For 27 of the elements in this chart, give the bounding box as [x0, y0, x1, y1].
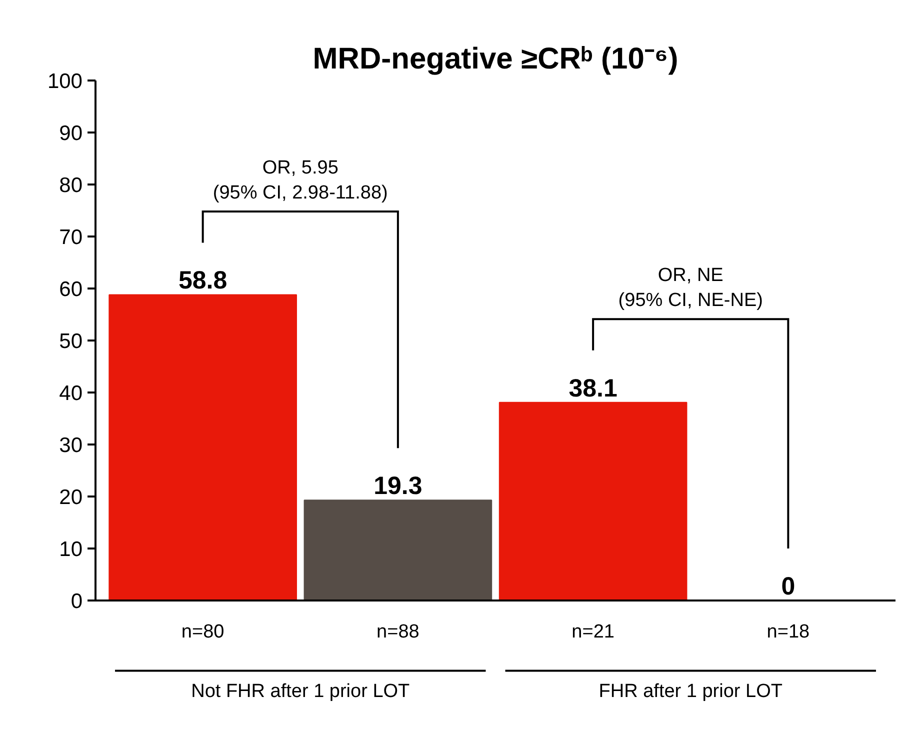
- annotation: OR, 5.95 (95% CI, 2.98-11.88): [212, 157, 388, 204]
- data-label: 0: [781, 572, 796, 600]
- x-tick-label: n=80: [181, 621, 224, 642]
- data-label: 19.3: [374, 472, 422, 500]
- text: Not FHR after 1 prior LOT: [191, 681, 410, 702]
- y-tick-label: 10: [59, 538, 82, 561]
- y-tick-label: 60: [59, 278, 82, 301]
- chart-title: MRD-negative ≥CRᵇ (10⁻⁶): [312, 42, 678, 76]
- bar: [498, 402, 688, 601]
- annotation: OR, NE (95% CI, NE-NE): [618, 264, 763, 312]
- y-tick-label: 90: [59, 122, 82, 145]
- y-tick-label: 70: [59, 226, 82, 249]
- bar: [108, 294, 297, 601]
- x-tick-label: n=88: [376, 621, 420, 642]
- data-label: 58.8: [178, 266, 228, 295]
- text: FHR after 1 prior LOT: [598, 681, 783, 702]
- y-tick-label: 0: [70, 590, 83, 613]
- bar: [304, 500, 492, 601]
- y-tick-label: 20: [59, 486, 82, 509]
- y-tick-label: 80: [59, 174, 82, 197]
- y-tick-label: 100: [47, 70, 83, 93]
- y-tick-label: 50: [59, 330, 82, 353]
- x-tick-label: n=18: [766, 621, 810, 642]
- x-tick-label: n=21: [572, 621, 614, 642]
- y-tick-label: 40: [59, 382, 82, 405]
- data-label: 38.1: [568, 374, 618, 402]
- y-tick-label: 30: [59, 434, 82, 457]
